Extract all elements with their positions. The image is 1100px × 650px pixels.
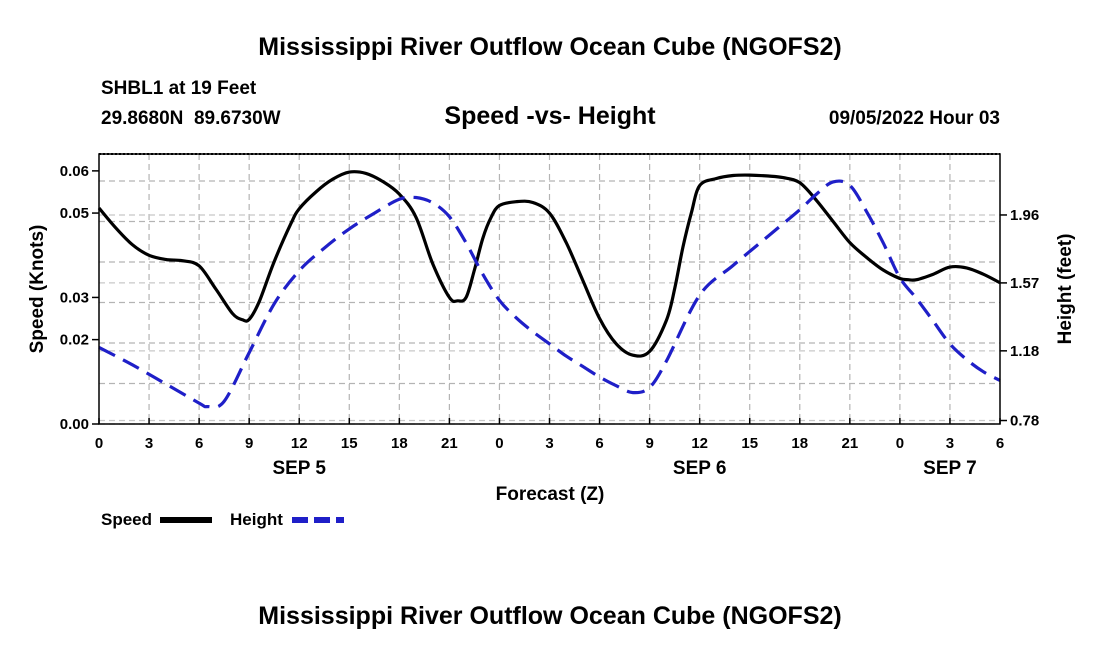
x-tick-label: 3 [545, 435, 553, 452]
y-right-tick-label: 1.96 [1010, 207, 1039, 224]
station-label: SHBL1 at 19 Feet [101, 78, 257, 99]
x-tick-label: 21 [441, 435, 458, 452]
y-left-tick-label: 0.03 [60, 289, 89, 306]
x-tick-label: 3 [946, 435, 954, 452]
x-tick-label: 15 [341, 435, 358, 452]
x-tick-label: 9 [645, 435, 653, 452]
legend-height-label: Height [230, 510, 283, 529]
y-right-tick-label: 1.18 [1010, 343, 1039, 360]
x-tick-label: 0 [95, 435, 103, 452]
series-line-height [98, 179, 1001, 409]
x-tick-label: 0 [495, 435, 503, 452]
date-label-sep-7: SEP 7 [923, 458, 977, 479]
y-axis-right-label: Height (feet) [1055, 234, 1076, 345]
x-tick-label: 15 [741, 435, 758, 452]
y-left-tick-label: 0.02 [60, 332, 89, 349]
x-tick-label: 18 [791, 435, 808, 452]
axis-ticks [92, 170, 1007, 425]
series-lines [97, 170, 1001, 409]
axis-tick-labels: 0 3 6 9 12 15 18 21 0 3 6 9 12 15 18 21 0 3 6 0.00 0.02 0.03 0… [60, 163, 1039, 479]
chart-title: Mississippi River Outflow Ocean Cube (NG… [258, 33, 841, 61]
chart-subtitle: Speed -vs- Height [444, 102, 656, 130]
x-axis-label: Forecast (Z) [496, 484, 605, 505]
x-tick-label: 12 [291, 435, 308, 452]
x-tick-label: 9 [245, 435, 253, 452]
x-tick-label: 6 [195, 435, 203, 452]
x-tick-label: 21 [841, 435, 858, 452]
series-line-speed [97, 170, 1001, 358]
legend: Speed Height [101, 510, 344, 529]
y-left-tick-label: 0.00 [60, 416, 89, 433]
x-tick-label: 6 [595, 435, 603, 452]
x-tick-label: 18 [391, 435, 408, 452]
location-label: 29.8680N 89.6730W [101, 108, 281, 129]
y-left-tick-label: 0.05 [60, 205, 89, 222]
date-label-sep-5: SEP 5 [272, 458, 326, 479]
y-right-tick-label: 0.78 [1010, 413, 1039, 430]
footer-title: Mississippi River Outflow Ocean Cube (NG… [258, 602, 841, 630]
y-axis-left-label: Speed (Knots) [27, 225, 48, 354]
y-right-tick-label: 1.57 [1010, 275, 1039, 292]
date-label-sep-6: SEP 6 [673, 458, 727, 479]
x-tick-label: 3 [145, 435, 153, 452]
x-tick-label: 0 [896, 435, 904, 452]
date-label: 09/05/2022 Hour 03 [829, 108, 1000, 129]
legend-speed-label: Speed [101, 510, 152, 529]
x-tick-label: 6 [996, 435, 1004, 452]
y-left-tick-label: 0.06 [60, 163, 89, 180]
x-tick-label: 12 [691, 435, 708, 452]
